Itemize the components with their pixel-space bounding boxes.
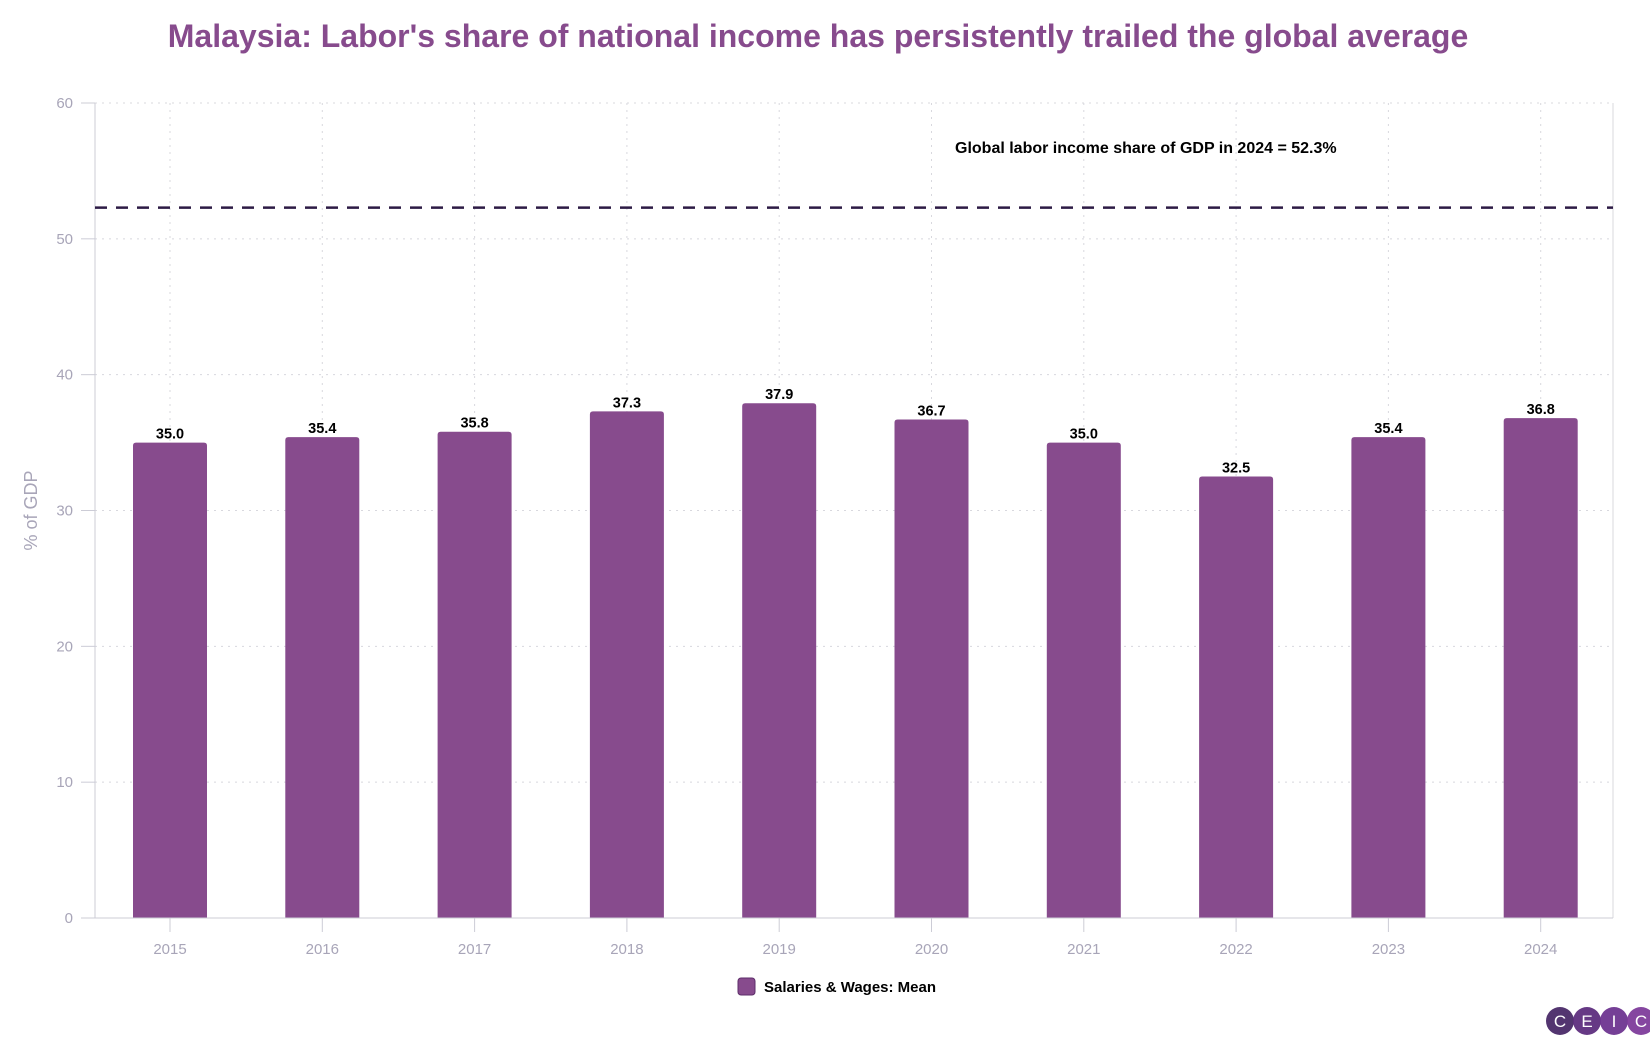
data-label: 37.3 (613, 395, 641, 411)
x-tick-label: 2023 (1372, 941, 1405, 958)
data-label: 37.9 (765, 387, 793, 403)
ceic-logo-circle (1546, 1007, 1574, 1035)
data-label: 35.4 (1374, 421, 1402, 437)
data-label: 32.5 (1222, 461, 1250, 477)
y-axis-label: % of GDP (21, 470, 41, 550)
y-tick-label: 10 (56, 774, 73, 791)
data-label: 35.0 (156, 427, 184, 443)
x-tick-label: 2017 (458, 941, 491, 958)
ceic-logo-circle (1600, 1007, 1628, 1035)
data-label: 35.0 (1070, 427, 1098, 443)
x-tick-label: 2016 (306, 941, 339, 958)
bar-2022 (1199, 476, 1274, 918)
legend-label: Salaries & Wages: Mean (764, 979, 936, 996)
x-tick-label: 2018 (610, 941, 643, 958)
bar-2015 (133, 442, 207, 918)
bar-2017 (437, 431, 512, 918)
y-tick-label: 50 (56, 231, 73, 248)
data-label: 35.8 (460, 416, 488, 432)
bar-2024 (1503, 418, 1578, 918)
data-label: 36.8 (1527, 402, 1555, 418)
ceic-logo-circle (1573, 1007, 1601, 1035)
x-tick-label: 2020 (915, 941, 948, 958)
legend-swatch (737, 977, 756, 996)
data-label: 35.4 (308, 421, 336, 437)
x-tick-label: 2015 (153, 941, 186, 958)
global-average-annotation: Global labor income share of GDP in 2024… (955, 140, 1337, 157)
y-tick-label: 0 (65, 910, 73, 927)
ceic-logo-letter: C (1554, 1012, 1566, 1031)
ceic-logo-letter: I (1612, 1012, 1617, 1031)
bar-2021 (1046, 442, 1121, 918)
bar-2016 (285, 437, 360, 918)
data-label: 36.7 (917, 403, 945, 419)
chart-title: Malaysia: Labor's share of national inco… (167, 18, 1469, 54)
x-tick-label: 2021 (1067, 941, 1100, 958)
bar-2023 (1351, 437, 1426, 918)
ceic-logo-letter: C (1635, 1012, 1647, 1031)
ceic-logo-letter: E (1581, 1012, 1592, 1031)
bar-2020 (894, 419, 969, 918)
x-tick-label: 2024 (1524, 941, 1557, 958)
y-tick-label: 20 (56, 638, 73, 655)
bar-2019 (742, 403, 817, 919)
x-tick-label: 2022 (1219, 941, 1252, 958)
bar-2018 (589, 411, 664, 918)
y-tick-label: 60 (56, 95, 73, 112)
x-tick-label: 2019 (763, 941, 796, 958)
ceic-logo-circle (1627, 1007, 1650, 1035)
y-tick-label: 40 (56, 367, 73, 384)
y-tick-label: 30 (56, 503, 73, 520)
